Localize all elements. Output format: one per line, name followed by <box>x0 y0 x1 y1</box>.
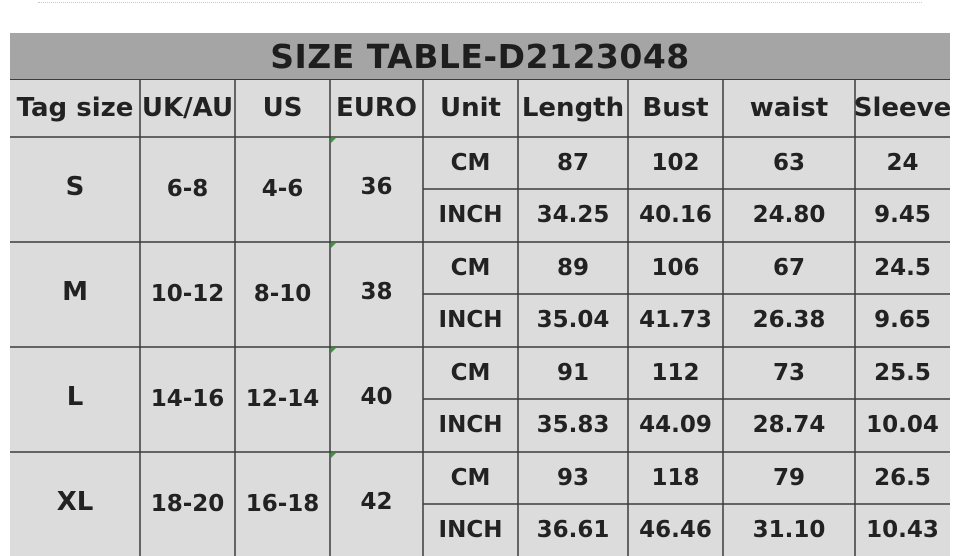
bust-cell: 40.16 <box>639 202 712 228</box>
green-corner-marker <box>331 243 336 248</box>
us-cell: 16-18 <box>245 491 320 517</box>
length-cell: 93 <box>556 465 589 491</box>
header-tag-size: Tag size <box>16 93 134 123</box>
header-euro: EURO <box>336 93 417 123</box>
euro-cell: 38 <box>360 279 393 305</box>
waist-cell: 24.80 <box>752 202 826 228</box>
tag-size-cell: L <box>66 382 84 412</box>
length-cell: 35.83 <box>536 412 610 438</box>
waist-cell: 31.10 <box>752 517 826 543</box>
waist-cell: 26.38 <box>752 307 826 333</box>
header-length: Length <box>521 93 625 123</box>
length-cell: 91 <box>556 360 589 386</box>
tag-size-cell: XL <box>56 487 94 517</box>
sleeve-cell: 10.04 <box>866 412 939 438</box>
waist-cell: 63 <box>772 150 805 176</box>
table-title: SIZE TABLE-D2123048 <box>10 33 950 80</box>
header-uk-au: UK/AU <box>141 93 234 123</box>
sleeve-cell: 26.5 <box>874 465 931 491</box>
bust-cell: 44.09 <box>639 412 712 438</box>
green-corner-marker <box>331 138 336 143</box>
us-cell: 4-6 <box>261 176 304 202</box>
sleeve-cell: 10.43 <box>866 517 939 543</box>
euro-cell: 40 <box>360 384 393 410</box>
us-cell: 8-10 <box>253 281 312 307</box>
sleeve-cell: 24.5 <box>874 255 931 281</box>
uk-au-cell: 10-12 <box>150 281 225 307</box>
euro-cell: 36 <box>360 174 393 200</box>
size-table: SIZE TABLE-D2123048 Tag size UK/AU US EURO U… <box>10 33 950 556</box>
sleeve-cell: 25.5 <box>874 360 931 386</box>
header-bust: Bust <box>642 93 709 123</box>
green-corner-marker <box>331 453 336 458</box>
header-unit: Unit <box>440 93 501 123</box>
length-cell: 36.61 <box>536 517 610 543</box>
sleeve-cell: 9.45 <box>874 202 931 228</box>
length-cell: 35.04 <box>536 307 610 333</box>
green-corner-marker <box>331 348 336 353</box>
us-cell: 12-14 <box>245 386 320 412</box>
bust-cell: 118 <box>651 465 700 491</box>
unit-cell: CM <box>450 465 491 491</box>
tag-size-cell: S <box>65 172 85 202</box>
unit-cell: CM <box>450 360 491 386</box>
waist-cell: 79 <box>772 465 805 491</box>
bust-cell: 102 <box>651 150 700 176</box>
unit-cell: INCH <box>438 307 503 333</box>
length-cell: 87 <box>556 150 589 176</box>
unit-cell: CM <box>450 150 491 176</box>
uk-au-cell: 18-20 <box>150 491 225 517</box>
length-cell: 34.25 <box>536 202 610 228</box>
header-us: US <box>262 93 303 123</box>
uk-au-cell: 14-16 <box>150 386 225 412</box>
waist-cell: 28.74 <box>752 412 826 438</box>
waist-cell: 67 <box>772 255 805 281</box>
unit-cell: CM <box>450 255 491 281</box>
unit-cell: INCH <box>438 517 503 543</box>
unit-cell: INCH <box>438 412 503 438</box>
bust-cell: 46.46 <box>639 517 712 543</box>
waist-cell: 73 <box>772 360 805 386</box>
bust-cell: 41.73 <box>639 307 712 333</box>
header-waist: waist <box>749 93 829 123</box>
euro-cell: 42 <box>360 489 393 515</box>
sleeve-cell: 9.65 <box>874 307 931 333</box>
header-sleeve: Sleeve <box>853 93 950 123</box>
bust-cell: 106 <box>651 255 700 281</box>
uk-au-cell: 6-8 <box>166 176 209 202</box>
table-grid-lines <box>10 79 950 556</box>
sleeve-cell: 24 <box>886 150 919 176</box>
bust-cell: 112 <box>651 360 700 386</box>
tag-size-cell: M <box>62 277 88 307</box>
unit-cell: INCH <box>438 202 503 228</box>
top-dotted-divider <box>38 2 922 3</box>
length-cell: 89 <box>556 255 589 281</box>
